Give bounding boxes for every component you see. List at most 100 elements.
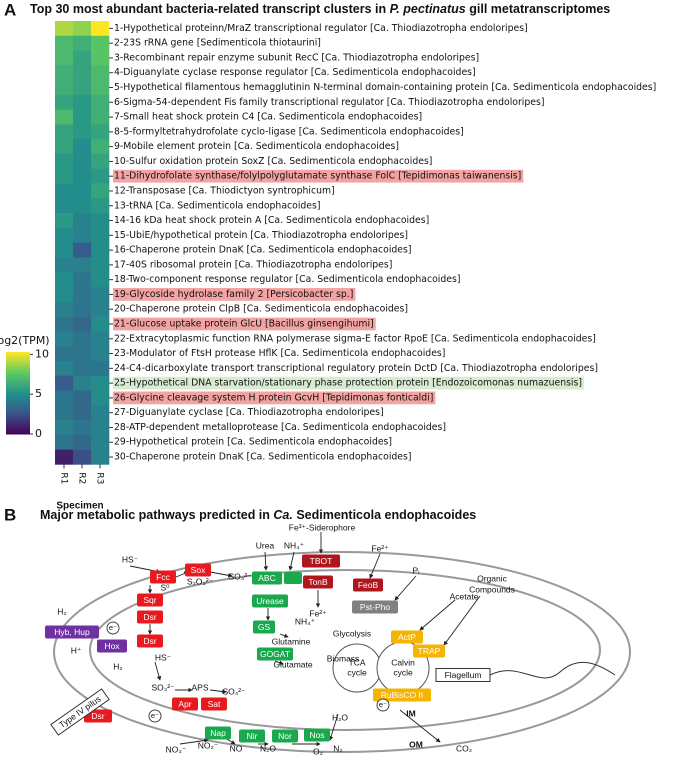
box-shape: [302, 554, 340, 568]
row-label: 11-Dihydrofolate synthase/folylpolygluta…: [114, 171, 521, 182]
box-label: ActP: [398, 632, 416, 642]
diagram-label: cycle: [393, 667, 413, 677]
diagram-label: APS: [191, 682, 208, 692]
title-part: Top 30 most abundant bacteria-related tr…: [30, 2, 390, 16]
diagram-label: N₂: [333, 743, 342, 753]
heat-cell: [73, 434, 92, 450]
heat-cell: [73, 390, 92, 406]
colorbar-step: [6, 394, 30, 397]
box-label: RuBisCO II: [381, 690, 424, 700]
heat-cell: [55, 390, 74, 406]
protein-box: Flagellum: [435, 668, 491, 682]
arrow: [328, 713, 339, 741]
protein-box: Dsr: [137, 610, 163, 624]
heat-cell: [73, 94, 92, 110]
heat-cell: [55, 301, 74, 317]
colorbar-step: [6, 413, 30, 416]
colorbar-step: [6, 382, 30, 384]
heat-cell: [91, 375, 110, 391]
protein-box: Nor: [272, 729, 298, 743]
box-label: GS: [258, 622, 271, 632]
box-shape: [253, 620, 275, 634]
heat-cell: [91, 420, 110, 436]
box-label: TRAP: [418, 646, 441, 656]
box-label: ABC: [258, 573, 275, 583]
heat-cell: [55, 346, 74, 362]
colorbar-step: [6, 375, 30, 378]
box-shape: [50, 688, 110, 736]
electron-label: e⁻: [109, 623, 117, 632]
box-shape: [352, 600, 398, 614]
heat-cell: [55, 35, 74, 51]
box-shape: [97, 639, 127, 653]
heat-cell: [91, 360, 110, 377]
colorbar-step: [6, 432, 30, 435]
diagram-label: NH₄⁺: [284, 540, 305, 550]
box-label: Urease: [256, 596, 284, 606]
colorbar-step: [6, 369, 30, 372]
row-highlight: [113, 169, 524, 183]
arrow: [274, 660, 284, 665]
heat-cell: [55, 420, 74, 436]
diagram-label: Calvin: [391, 657, 415, 667]
heat-cell: [91, 316, 110, 332]
heat-cell: [73, 316, 92, 332]
colorbar-step: [6, 409, 30, 412]
row-label: 23-Modulator of FtsH protease HflK [Ca. …: [114, 348, 445, 359]
heat-cell: [55, 65, 74, 81]
heat-cell: [91, 139, 110, 155]
row-highlight: [113, 376, 584, 390]
colorbar-step: [6, 388, 30, 391]
panel-letter: B: [4, 505, 16, 524]
colorbar-step: [6, 420, 30, 423]
heat-cell: [91, 287, 110, 303]
colorbar-step: [6, 410, 30, 413]
colorbar-step: [6, 405, 30, 408]
row-label: 26-Glycine cleavage system H protein Gcv…: [114, 392, 433, 403]
colorbar-step: [6, 362, 30, 365]
heat-cell: [55, 316, 74, 332]
protein-box: Apr: [172, 697, 198, 711]
row-label: 19-Glycoside hydrolase family 2 [Persico…: [114, 289, 353, 300]
row-label: 4-Diguanylate cyclase response regulator…: [114, 67, 476, 78]
arrow: [209, 571, 233, 578]
heat-cell: [55, 139, 74, 155]
box-label: Nor: [278, 731, 292, 741]
box-label: Nir: [247, 731, 258, 741]
heat-cell: [55, 360, 74, 377]
row-label: 27-Diguanylate cyclase [Ca. Thiodiazotro…: [114, 407, 384, 418]
heat-cell: [91, 242, 110, 258]
colorbar-step: [6, 387, 30, 390]
protein-box: FeoB: [353, 578, 383, 592]
colorbar-step: [6, 399, 30, 402]
box-shape: [252, 571, 282, 585]
heat-cell: [73, 168, 92, 184]
protein-box: Nir: [239, 729, 265, 743]
heat-cell: [73, 21, 92, 37]
arrow: [419, 599, 456, 631]
colorbar-step: [6, 408, 30, 410]
colorbar-step: [6, 358, 30, 361]
x-axis-label: Specimen: [56, 501, 103, 512]
box-shape: [413, 644, 445, 658]
colorbar-step: [6, 357, 30, 360]
box-shape: [252, 594, 288, 608]
heat-cell: [55, 272, 74, 288]
electron: [148, 709, 162, 723]
diagram-label: Glutamate: [273, 659, 312, 669]
box-label: Pst-Pho: [360, 602, 391, 612]
heat-cell: [73, 50, 92, 66]
heat-cell: [73, 242, 92, 258]
heat-cell: [91, 124, 110, 140]
heat-cell: [55, 213, 74, 229]
protein-box: ActP: [391, 630, 423, 644]
colorbar-tick-label: 0: [35, 427, 42, 440]
protein-box: TBOT: [302, 554, 340, 568]
protein-box: Dsr: [137, 634, 163, 648]
heat-cell: [55, 242, 74, 258]
heat-cell: [73, 213, 92, 229]
colorbar-step: [6, 428, 30, 431]
box-shape: [137, 610, 163, 624]
box-shape: [257, 647, 293, 661]
heat-cell: [91, 346, 110, 362]
